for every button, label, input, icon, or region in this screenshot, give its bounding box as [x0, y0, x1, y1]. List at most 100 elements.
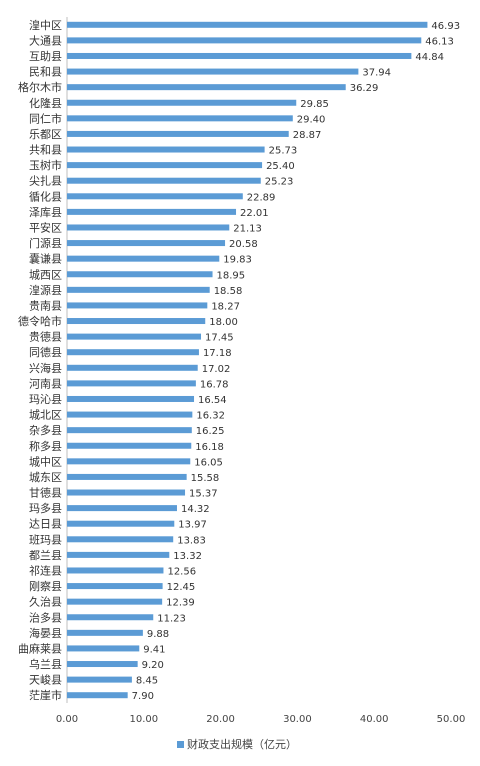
- bar: [67, 21, 428, 28]
- bar: [67, 333, 202, 340]
- value-label: 28.87: [293, 130, 322, 141]
- category-label: 乌兰县: [29, 657, 62, 671]
- bar: [67, 193, 243, 200]
- category-label: 玛多县: [29, 501, 62, 515]
- category-label: 达日县: [29, 518, 62, 531]
- category-label: 天峻县: [29, 673, 62, 687]
- bar: [67, 271, 213, 278]
- bar: [67, 427, 192, 434]
- value-label: 46.13: [425, 36, 454, 47]
- bar: [67, 520, 175, 527]
- bar: [67, 318, 206, 325]
- value-label: 12.39: [166, 598, 195, 609]
- category-label: 循化县: [29, 189, 62, 203]
- value-label: 12.56: [167, 566, 196, 577]
- category-label: 曲麻莱县: [18, 641, 62, 655]
- bar: [67, 411, 193, 418]
- category-label: 乐都区: [29, 128, 62, 141]
- value-label: 7.90: [132, 691, 154, 702]
- value-label: 15.37: [189, 489, 218, 500]
- category-label: 祁连县: [29, 563, 62, 577]
- bar: [67, 255, 220, 262]
- value-label: 18.58: [214, 286, 243, 297]
- category-label: 共和县: [29, 144, 62, 157]
- legend-swatch: [177, 741, 184, 748]
- value-label: 16.78: [200, 379, 229, 390]
- bar: [67, 115, 293, 122]
- value-label: 22.89: [247, 192, 276, 203]
- value-label: 44.84: [415, 52, 444, 63]
- category-label: 城北区: [29, 409, 62, 422]
- x-tick-label: 50.00: [437, 714, 466, 725]
- value-label: 9.41: [143, 644, 165, 655]
- value-label: 46.93: [431, 21, 460, 32]
- bar: [67, 614, 154, 621]
- bar: [67, 583, 163, 590]
- x-tick-label: 0.00: [56, 714, 78, 725]
- value-label: 13.97: [178, 520, 207, 531]
- bar: [67, 240, 226, 247]
- bar: [67, 645, 140, 652]
- bar: [67, 551, 170, 558]
- bar: [67, 489, 186, 496]
- category-label: 平安区: [29, 220, 62, 234]
- bar: [67, 505, 177, 512]
- bar: [67, 395, 195, 402]
- category-label: 格尔木市: [18, 80, 62, 94]
- value-label: 16.32: [196, 411, 225, 422]
- bar: [67, 177, 261, 184]
- value-label: 14.32: [181, 504, 210, 515]
- category-label: 刚察县: [29, 579, 62, 593]
- bar: [67, 349, 199, 356]
- x-tick-label: 30.00: [283, 714, 312, 725]
- value-label: 29.40: [297, 114, 326, 125]
- category-label: 尖扎县: [29, 174, 62, 188]
- category-label: 互助县: [29, 49, 62, 63]
- value-label: 25.23: [265, 177, 294, 188]
- category-label: 大通县: [29, 33, 62, 47]
- category-label: 民和县: [29, 66, 62, 79]
- bar: [67, 84, 346, 91]
- category-label: 泽库县: [29, 206, 62, 219]
- category-label: 玛沁县: [29, 393, 62, 406]
- category-label: 城西区: [29, 268, 62, 281]
- bar: [67, 99, 297, 106]
- value-label: 17.02: [202, 364, 231, 375]
- value-label: 21.13: [233, 223, 262, 234]
- bar: [67, 676, 132, 683]
- bar: [67, 37, 422, 44]
- bar: [67, 536, 174, 543]
- category-label: 湟源县: [29, 283, 62, 297]
- value-label: 18.00: [209, 317, 238, 328]
- bar: [67, 286, 210, 293]
- category-label: 贵南县: [29, 299, 62, 312]
- category-label: 河南县: [29, 377, 62, 390]
- bar: [67, 208, 237, 215]
- category-label: 治多县: [29, 610, 62, 624]
- bar: [67, 68, 359, 75]
- category-label: 同德县: [29, 345, 62, 359]
- bar: [67, 661, 138, 668]
- value-label: 8.45: [136, 676, 158, 687]
- value-label: 9.20: [142, 660, 164, 671]
- value-label: 15.58: [191, 473, 220, 484]
- category-label: 德令哈市: [18, 314, 62, 328]
- category-label: 城东区: [29, 471, 62, 484]
- value-label: 37.94: [362, 68, 391, 79]
- category-label: 囊谦县: [29, 252, 62, 266]
- value-label: 16.25: [196, 426, 225, 437]
- bar: [67, 130, 289, 137]
- value-label: 18.27: [211, 301, 240, 312]
- bar: [67, 364, 198, 371]
- value-label: 16.18: [195, 442, 224, 453]
- bar: [67, 146, 265, 153]
- category-label: 班玛县: [29, 533, 62, 546]
- value-label: 20.58: [229, 239, 258, 250]
- bar: [67, 380, 196, 387]
- category-label: 甘德县: [29, 486, 62, 500]
- category-label: 都兰县: [29, 549, 62, 562]
- value-label: 9.88: [147, 629, 169, 640]
- category-label: 兴海县: [29, 361, 62, 375]
- value-label: 13.83: [177, 535, 206, 546]
- category-label: 久治县: [29, 595, 62, 609]
